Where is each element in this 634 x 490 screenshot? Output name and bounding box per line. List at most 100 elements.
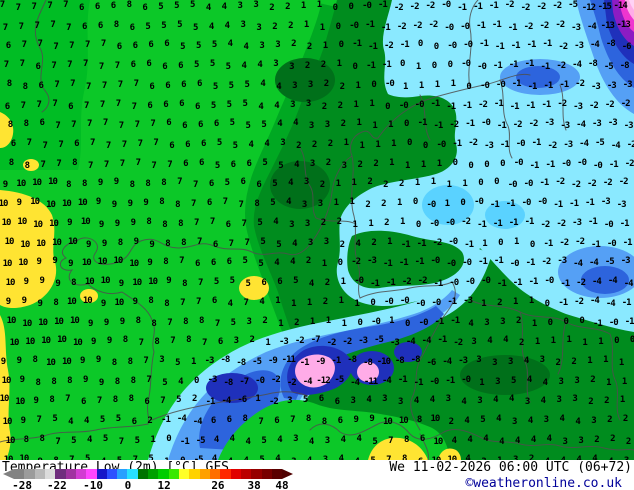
temp-value: -2 — [468, 138, 478, 149]
temp-value: 8 — [53, 297, 59, 308]
temp-value: -2 — [428, 19, 439, 30]
temp-value: 0 — [629, 335, 634, 346]
temp-value: -0 — [544, 276, 554, 287]
temp-value: -1 — [499, 140, 510, 151]
temp-value: 2 — [311, 140, 318, 151]
temp-value: 5 — [293, 276, 299, 287]
temp-value: -1 — [473, 2, 483, 12]
temp-value: 0 — [484, 159, 490, 170]
temp-value: 6 — [212, 239, 219, 250]
temp-value: 8 — [305, 414, 312, 425]
temp-value: -3 — [573, 101, 583, 112]
temp-value: 6 — [182, 121, 188, 132]
legend-color-segment — [240, 469, 252, 479]
temp-value: 3 — [246, 316, 253, 327]
temp-value: 3 — [495, 376, 501, 387]
temp-value: 7 — [90, 138, 96, 149]
legend-color-segment — [199, 469, 210, 479]
temp-value: -5 — [195, 435, 206, 446]
temp-value: 4 — [211, 453, 218, 460]
temp-value: 1 — [333, 198, 340, 209]
temp-value: -1 — [400, 239, 411, 250]
temp-value: 7 — [63, 0, 69, 10]
temp-value: -1 — [553, 200, 563, 211]
temp-value: -0 — [384, 78, 395, 89]
temp-value: 7 — [103, 159, 110, 170]
temp-value: 8 — [35, 377, 41, 388]
temp-value: 10 — [20, 239, 30, 250]
temp-value: 6 — [97, 20, 104, 31]
temp-value: 4 — [307, 456, 313, 460]
temp-value: 4 — [503, 335, 509, 346]
temp-value: -1 — [382, 259, 393, 270]
temp-value: -1 — [510, 41, 521, 52]
temp-value: 9 — [143, 198, 149, 209]
temp-value: 9 — [95, 354, 102, 365]
temp-value: -3 — [620, 256, 631, 267]
temp-value: 6 — [81, 397, 87, 408]
temp-value: 5 — [193, 60, 200, 71]
temp-value: 7 — [88, 160, 94, 171]
temp-value: 2 — [588, 397, 594, 408]
temp-value: -1 — [464, 239, 474, 250]
region-yellow — [80, 289, 98, 303]
temp-value: -4 — [421, 336, 432, 347]
temp-value: -2 — [449, 120, 459, 131]
temp-value: 7 — [70, 78, 76, 89]
temp-value: 6 — [210, 416, 217, 427]
temp-value: -1 — [560, 279, 570, 290]
temp-value: 2 — [285, 2, 291, 12]
temp-value: 10 — [77, 198, 88, 209]
temp-value: 10 — [148, 277, 158, 288]
temp-value: 4 — [356, 433, 362, 444]
temp-value: -1 — [416, 238, 427, 249]
temp-value: 3 — [305, 98, 312, 109]
temp-value: 9 — [86, 239, 92, 250]
temp-value: 1 — [418, 80, 425, 91]
legend-color-segment — [96, 469, 107, 479]
temp-value: 6 — [246, 158, 253, 169]
temp-value: -1 — [430, 98, 441, 109]
temp-value: 9 — [67, 217, 73, 228]
temp-value: -1 — [619, 218, 630, 229]
temp-value: 1 — [375, 140, 381, 151]
temp-value: 6 — [277, 277, 283, 288]
temp-value: 7 — [190, 199, 197, 210]
temp-value: 4 — [340, 434, 347, 445]
temp-value: 10 — [54, 316, 64, 327]
legend-color-segment — [65, 469, 76, 479]
region-coldband-blue — [199, 370, 281, 450]
temp-value: 8 — [71, 278, 77, 289]
temp-value: 5 — [145, 21, 151, 32]
temp-value: -2 — [523, 21, 534, 32]
temp-value: 4 — [224, 20, 231, 31]
temp-value: 8 — [39, 433, 45, 444]
temp-value: 3 — [287, 396, 293, 407]
temp-value: 2 — [590, 374, 596, 385]
temp-value: -4 — [573, 259, 583, 270]
temp-value: 1 — [513, 236, 520, 247]
temp-value: 1 — [391, 139, 397, 150]
temp-value: 1 — [450, 78, 457, 89]
temp-value: 7 — [118, 436, 125, 447]
temp-value: 8 — [23, 434, 30, 445]
temp-value: 1 — [420, 159, 427, 170]
temp-value: -1 — [452, 139, 462, 150]
temp-value: 3 — [308, 121, 315, 132]
temp-value: 1 — [479, 377, 485, 388]
temp-value: 1 — [319, 22, 326, 33]
temp-value: 9 — [147, 258, 153, 269]
temp-value: 7 — [67, 60, 73, 71]
temp-value: 7 — [258, 417, 264, 428]
temp-value: -2 — [602, 178, 613, 189]
temp-value: -1 — [505, 199, 516, 210]
temp-value: -0 — [429, 218, 440, 229]
temp-value: 1 — [336, 59, 343, 70]
temp-value: 6 — [162, 62, 168, 73]
temp-value: 6 — [165, 80, 171, 91]
temp-value: -4 — [590, 40, 600, 51]
temp-value: 0 — [579, 315, 585, 326]
temp-value: -13 — [600, 20, 615, 31]
temp-value: 9 — [98, 219, 105, 230]
temp-value: 10 — [0, 394, 9, 405]
